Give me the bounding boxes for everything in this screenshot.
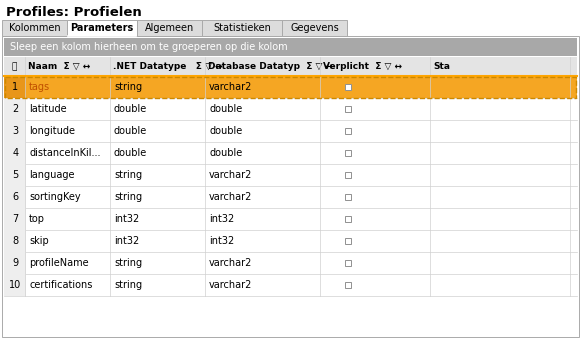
Text: 2: 2 [12,104,19,114]
Text: varchar2: varchar2 [209,170,252,180]
Text: double: double [114,104,147,114]
Text: double: double [209,148,242,158]
FancyBboxPatch shape [345,106,351,112]
Text: double: double [114,148,147,158]
FancyBboxPatch shape [345,194,351,200]
FancyBboxPatch shape [345,128,351,134]
FancyBboxPatch shape [4,164,26,186]
Text: string: string [114,280,142,290]
FancyBboxPatch shape [4,230,577,252]
Text: 5: 5 [12,170,19,180]
FancyBboxPatch shape [345,216,351,222]
FancyBboxPatch shape [4,38,577,56]
Text: int32: int32 [114,236,139,246]
FancyBboxPatch shape [4,142,577,164]
Text: tags: tags [29,82,50,92]
Text: Profiles: Profielen: Profiles: Profielen [6,5,142,18]
Text: double: double [114,126,147,136]
Text: Kolommen: Kolommen [9,23,60,33]
FancyBboxPatch shape [4,76,26,98]
FancyBboxPatch shape [4,186,26,208]
Text: string: string [114,170,142,180]
Text: top: top [29,214,45,224]
FancyBboxPatch shape [202,20,282,36]
Text: Statistieken: Statistieken [213,23,271,33]
Text: double: double [209,126,242,136]
Text: 6: 6 [12,192,19,202]
Text: 9: 9 [12,258,19,268]
Text: varchar2: varchar2 [209,280,252,290]
Text: Gegevens: Gegevens [290,23,339,33]
Text: string: string [114,258,142,268]
FancyBboxPatch shape [4,252,577,274]
FancyBboxPatch shape [282,20,347,36]
Text: double: double [209,104,242,114]
FancyBboxPatch shape [4,186,577,208]
FancyBboxPatch shape [345,172,351,178]
FancyBboxPatch shape [4,120,577,142]
Text: distanceInKil...: distanceInKil... [29,148,101,158]
Text: sortingKey: sortingKey [29,192,81,202]
Text: longitude: longitude [29,126,75,136]
Text: int32: int32 [209,236,234,246]
FancyBboxPatch shape [4,57,577,76]
Text: Sleep een kolom hierheen om te groeperen op die kolom: Sleep een kolom hierheen om te groeperen… [10,42,288,52]
FancyBboxPatch shape [4,274,577,296]
FancyBboxPatch shape [4,120,26,142]
FancyBboxPatch shape [137,20,202,36]
Text: Sta: Sta [433,62,450,71]
Text: Parameters: Parameters [70,23,134,33]
FancyBboxPatch shape [4,164,577,186]
Text: varchar2: varchar2 [209,82,252,92]
FancyBboxPatch shape [2,36,579,337]
Text: skip: skip [29,236,49,246]
Text: int32: int32 [209,214,234,224]
FancyBboxPatch shape [4,98,577,120]
Text: 1: 1 [12,82,19,92]
Text: latitude: latitude [29,104,67,114]
Text: varchar2: varchar2 [209,258,252,268]
FancyBboxPatch shape [4,252,26,274]
Text: Database Datatyp  Σ ▽ ↔: Database Datatyp Σ ▽ ↔ [208,62,333,71]
Text: Verplicht  Σ ▽ ↔: Verplicht Σ ▽ ↔ [323,62,402,71]
Text: int32: int32 [114,214,139,224]
Text: 📋: 📋 [12,62,17,71]
Text: varchar2: varchar2 [209,192,252,202]
Text: 10: 10 [9,280,21,290]
Text: 4: 4 [12,148,19,158]
Text: 7: 7 [12,214,19,224]
FancyBboxPatch shape [345,238,351,244]
FancyBboxPatch shape [4,208,26,230]
Text: string: string [114,82,142,92]
FancyBboxPatch shape [4,76,577,98]
FancyBboxPatch shape [4,208,577,230]
Text: .NET Datatype   Σ ▽ ↔: .NET Datatype Σ ▽ ↔ [113,62,223,71]
FancyBboxPatch shape [345,150,351,156]
FancyBboxPatch shape [67,20,137,36]
Text: 3: 3 [12,126,19,136]
FancyBboxPatch shape [4,274,26,296]
FancyBboxPatch shape [2,20,67,36]
Text: 8: 8 [12,236,19,246]
FancyBboxPatch shape [4,98,26,120]
FancyBboxPatch shape [345,260,351,266]
Text: language: language [29,170,74,180]
Text: Algemeen: Algemeen [145,23,194,33]
Text: certifications: certifications [29,280,92,290]
FancyBboxPatch shape [345,84,351,90]
FancyBboxPatch shape [345,282,351,288]
Text: Naam  Σ ▽ ↔: Naam Σ ▽ ↔ [28,62,90,71]
FancyBboxPatch shape [4,142,26,164]
Text: string: string [114,192,142,202]
FancyBboxPatch shape [4,230,26,252]
Text: profileName: profileName [29,258,89,268]
